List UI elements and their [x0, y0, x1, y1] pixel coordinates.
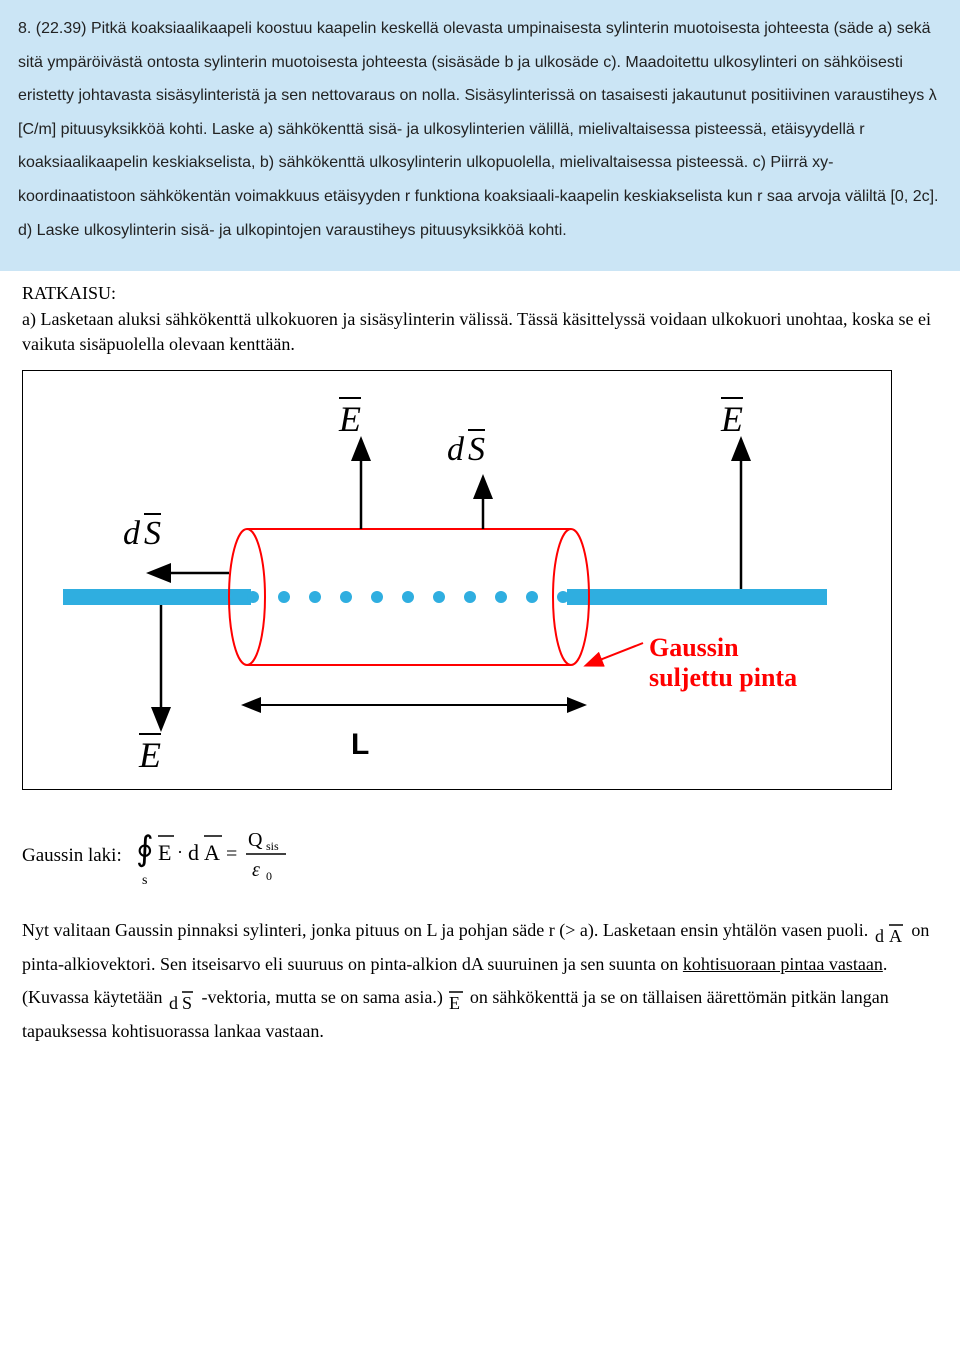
problem-body-text: Pitkä koaksiaalikaapeli koostuu kaapelin…: [18, 20, 939, 239]
problem-text: 8. (22.39) Pitkä koaksiaalikaapeli koost…: [18, 20, 939, 239]
svg-text:E: E: [158, 840, 171, 865]
inline-dS-vector: dS: [167, 983, 197, 1015]
svg-text:ε: ε: [252, 859, 260, 881]
cable-dots: [247, 591, 569, 603]
label-E-2: E: [721, 395, 743, 444]
solution-heading: RATKAISU:: [22, 281, 938, 305]
svg-text:A: A: [204, 840, 220, 865]
inline-E-vector: E: [447, 983, 465, 1015]
label-E-3: E: [139, 731, 161, 780]
inline-dA-vector: dA: [873, 916, 907, 948]
problem-number: 8. (22.39): [18, 20, 86, 37]
cable-right: [567, 589, 827, 605]
gauss-law-line: Gaussin laki: ∮ s E · d A = Q sis ε 0: [22, 820, 938, 892]
label-dS-top: dS: [447, 427, 485, 473]
svg-text:sis: sis: [266, 839, 279, 853]
label-dS-left: dS: [123, 511, 161, 557]
gauss-law-label: Gaussin laki:: [22, 843, 122, 869]
gauss-law-formula: ∮ s E · d A = Q sis ε 0: [128, 820, 318, 892]
para2-part1: Nyt valitaan Gaussin pinnaksi sylinteri,…: [22, 920, 868, 940]
para2-part4: -vektoria, mutta se on sama asia.): [197, 987, 447, 1007]
svg-text:s: s: [142, 873, 147, 888]
problem-statement-box: 8. (22.39) Pitkä koaksiaalikaapeli koost…: [0, 0, 960, 271]
gauss-cylinder-diagram: E E E dS dS Gaussin suljettu pinta L: [22, 370, 892, 790]
solution-section: RATKAISU: a) Lasketaan aluksi sähkökentt…: [0, 271, 960, 1067]
svg-text:d: d: [169, 993, 178, 1013]
svg-text:·: ·: [177, 842, 183, 862]
gaussin-pointer: [587, 643, 643, 665]
cable-left: [63, 589, 251, 605]
svg-text:E: E: [449, 993, 460, 1013]
svg-text:Q: Q: [248, 829, 263, 851]
gaussin-surface-label: Gaussin suljettu pinta: [649, 633, 797, 693]
svg-text:A: A: [889, 926, 902, 946]
label-E-1: E: [339, 395, 361, 444]
svg-text:0: 0: [266, 869, 272, 883]
svg-text:∮: ∮: [136, 831, 154, 868]
svg-text:d: d: [188, 840, 199, 865]
solution-part-a-intro: a) Lasketaan aluksi sähkökenttä ulkokuor…: [22, 307, 938, 356]
svg-text:d: d: [875, 926, 884, 946]
svg-text:S: S: [182, 993, 192, 1013]
para2-underlined: kohtisuoraan pintaa vastaan: [683, 954, 883, 974]
label-L: L: [351, 725, 369, 766]
svg-text:=: =: [226, 843, 237, 865]
solution-paragraph-2: Nyt valitaan Gaussin pinnaksi sylinteri,…: [22, 914, 938, 1048]
